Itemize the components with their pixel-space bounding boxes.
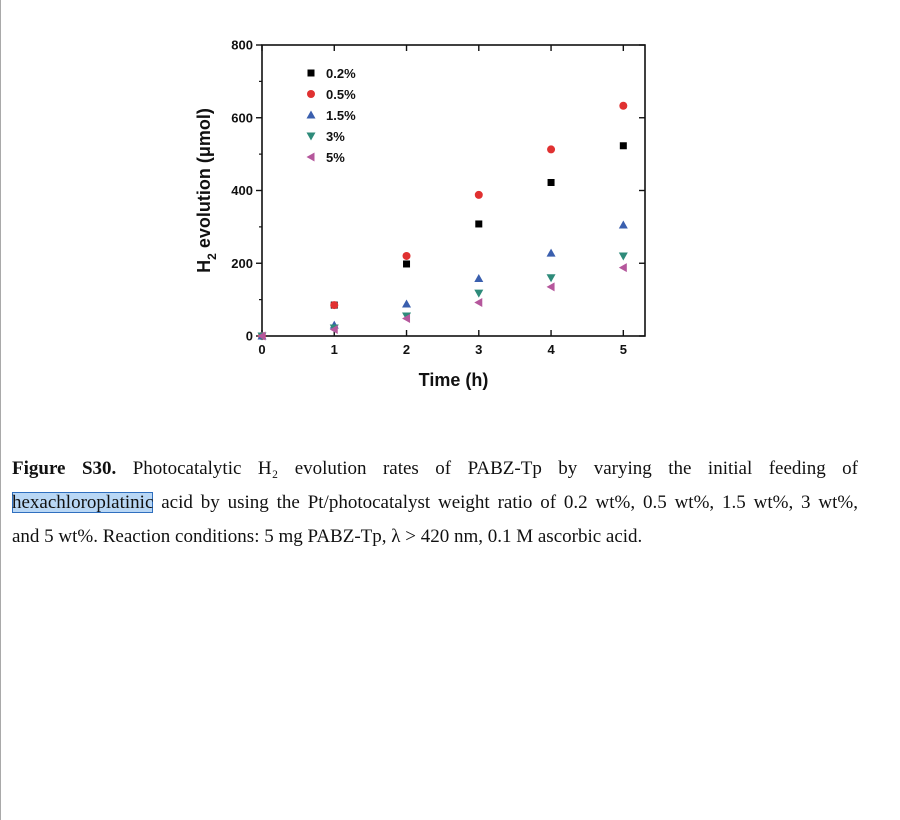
y-tick-label: 800 [231, 38, 253, 53]
scatter-plot: 0 1 2 3 4 5 0 200 400 600 800 Time (h) H2 evolution … [194, 38, 646, 390]
x-tick-label: 2 [403, 342, 410, 357]
data-point-series-5 [474, 298, 483, 308]
legend-marker [307, 90, 315, 98]
y-tick-label: 0 [246, 329, 253, 344]
data-point-series-2 [330, 301, 339, 310]
data-point-series-5 [329, 324, 338, 334]
data-point-series-1 [403, 260, 411, 268]
y-tick-label: 400 [231, 183, 253, 198]
legend-marker [306, 132, 316, 141]
legend-label: 1.5% [326, 108, 356, 123]
y-tick-label: 200 [231, 256, 253, 271]
x-tick-label: 4 [547, 342, 555, 357]
caption-line-3: and 5 wt%. Reaction conditions: 5 mg PAB… [12, 520, 858, 554]
x-tick-label: 0 [258, 342, 265, 357]
caption-line-2: hexachloroplatinic acid by using the Pt/… [12, 486, 858, 520]
data-point-series-1 [547, 178, 555, 186]
highlighted-word[interactable]: hexachloroplatinic [12, 492, 154, 513]
data-point-series-1 [619, 142, 627, 150]
data-point-series-2 [619, 101, 628, 110]
data-point-series-5 [546, 282, 555, 292]
data-point-series-2 [474, 190, 483, 199]
legend-label: 3% [326, 129, 345, 144]
data-point-series-4 [618, 252, 628, 261]
data-point-series-5 [402, 314, 411, 324]
legend-label: 0.2% [326, 66, 356, 81]
caption-text-1: Photocatalytic H₂ evolution rates of PAB… [116, 458, 858, 479]
data-point-series-1 [475, 220, 483, 228]
data-point-series-4 [546, 274, 556, 283]
data-point-series-2 [402, 251, 411, 260]
legend-label: 0.5% [326, 87, 356, 102]
figure-caption: Figure S30. Photocatalytic H₂ evolution … [12, 452, 858, 554]
data-point-series-3 [546, 248, 556, 257]
plot-frame [261, 44, 646, 337]
data-point-series-3 [618, 220, 628, 229]
figure-label: Figure S30. [12, 458, 117, 479]
y-tick-label: 600 [231, 110, 253, 125]
legend-marker [307, 69, 315, 77]
caption-line-1: Figure S30. Photocatalytic H₂ evolution … [12, 452, 858, 486]
figure-chart: 0 1 2 3 4 5 0 200 400 600 800 Time (h) H2 evolution … [180, 30, 660, 400]
legend-label: 5% [326, 150, 345, 165]
x-tick-label: 3 [475, 342, 482, 357]
legend-marker [306, 152, 315, 162]
caption-text-2: acid by using the Pt/photocatalyst weigh… [153, 492, 858, 513]
data-point-series-5 [257, 331, 266, 341]
data-point-series-2 [547, 145, 556, 154]
data-point-series-4 [474, 289, 484, 298]
y-axis-title: H2 evolution (μmol) [194, 108, 219, 273]
data-point-series-3 [474, 274, 484, 283]
data-point-series-3 [402, 299, 412, 308]
x-axis-title: Time (h) [419, 370, 489, 390]
caption-text-3: and 5 wt%. Reaction conditions: 5 mg PAB… [12, 526, 643, 547]
legend-marker [306, 110, 316, 119]
x-tick-label: 1 [331, 342, 338, 357]
x-tick-label: 5 [620, 342, 627, 357]
data-point-series-5 [618, 263, 627, 273]
